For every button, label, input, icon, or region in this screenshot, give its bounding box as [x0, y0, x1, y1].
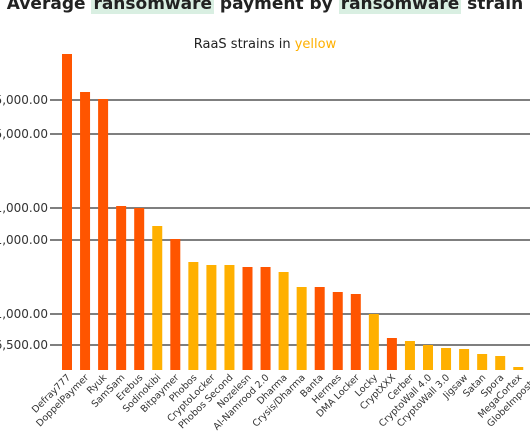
y-tick-label: 5,000.00: [0, 127, 48, 141]
title-highlight: ransomware: [91, 0, 214, 14]
subtitle-highlight: yellow: [294, 37, 337, 52]
title-highlight: ransomware: [338, 0, 462, 14]
title-part: Average: [6, 0, 92, 14]
bar: [495, 356, 506, 370]
bar: [206, 265, 217, 370]
bar: [386, 338, 397, 370]
bar: [332, 292, 343, 370]
y-tick-label: 6,500.00: [0, 338, 48, 352]
bar: [152, 226, 163, 370]
bar: [242, 267, 253, 370]
bar: [423, 345, 433, 370]
bar: [224, 265, 235, 370]
bar: [62, 54, 72, 370]
bar: [350, 294, 361, 370]
bar: [98, 99, 109, 370]
bar: [170, 239, 181, 370]
bar: [296, 287, 307, 370]
title-part: payment by: [214, 0, 339, 14]
y-tick-label: 1,000.00: [0, 233, 48, 247]
y-tick-label: 1,000.00: [0, 201, 48, 215]
bar: [188, 262, 199, 370]
y-tick-label: 1,000.00: [0, 307, 48, 321]
y-axis-ticks: 5,000.00 5,000.00 1,000.00 1,000.00 1,000.00…: [0, 93, 48, 352]
bar: [459, 349, 470, 370]
bar: [404, 341, 415, 370]
bar: [513, 367, 524, 370]
bar: [441, 348, 452, 370]
bars: [62, 54, 524, 370]
bar: [134, 208, 145, 370]
chart-title: Average ransomware payment by ransomware…: [0, 0, 530, 14]
y-tick-label: 5,000.00: [0, 93, 48, 107]
bar: [260, 267, 271, 370]
category-labels: Defray777DoppelPaymerRyukSamSamErebusSod…: [30, 372, 530, 433]
title-part: strain: [461, 0, 524, 14]
chart-subtitle: RaaS strains in yellow: [0, 37, 530, 52]
bar: [116, 206, 127, 370]
gridlines: [50, 99, 530, 346]
bar: [80, 92, 91, 370]
bar: [314, 287, 325, 370]
bar: [368, 314, 379, 370]
subtitle-text: RaaS strains in: [193, 37, 295, 52]
bar: [477, 354, 488, 370]
bar: [278, 272, 289, 370]
